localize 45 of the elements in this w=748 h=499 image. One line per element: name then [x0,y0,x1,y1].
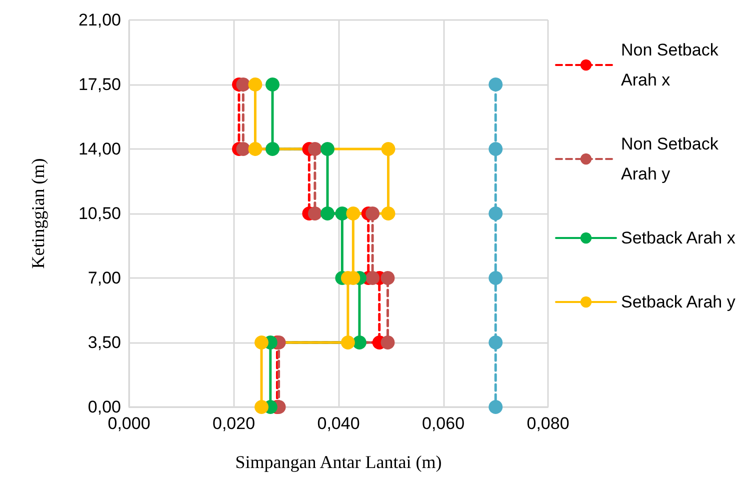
y-tick-label: 7,00 [88,268,121,288]
y-tick-label: 0,00 [88,398,121,416]
point [248,78,262,92]
point [308,206,322,220]
point [248,142,262,156]
point [488,206,503,220]
point [236,78,250,92]
point [266,142,280,156]
x-tick-label: 0,040 [317,414,360,433]
legend-label: Non Setback Arah y [621,134,724,184]
legend-label: Setback Arah x [621,228,736,248]
point [254,336,269,350]
point [320,142,334,156]
x-tick-label: 0,060 [422,414,465,433]
x-tick-label: 0,020 [212,414,256,433]
point [308,142,322,156]
point [346,206,360,220]
x-tick-label: 0,080 [526,414,570,433]
point [380,336,395,350]
point [488,142,503,156]
point [266,78,280,92]
point [254,400,269,414]
y-tick-label: 17,50 [78,75,121,94]
point [488,400,503,414]
y-axis-title: Ketinggian (m) [28,158,48,269]
y-tick-label: 21,00 [78,10,121,30]
point [352,336,366,350]
point [488,78,503,92]
point [236,142,250,156]
point [340,336,355,350]
point [488,336,503,350]
x-tick-label: 0,000 [108,414,150,433]
point [366,206,380,220]
y-tick-label: 14,00 [78,140,121,158]
y-tick-label: 3,50 [88,333,121,352]
point [381,206,396,220]
point [366,271,380,285]
legend-label: Non Setback Arah x [621,40,724,90]
y-tick-label: 10,50 [78,204,121,223]
legend-label: Setback Arah y [621,292,736,312]
point [380,271,395,285]
x-axis-title: Simpangan Antar Lantai (m) [235,452,442,472]
point [488,271,503,285]
point [381,142,396,156]
point [320,206,334,220]
